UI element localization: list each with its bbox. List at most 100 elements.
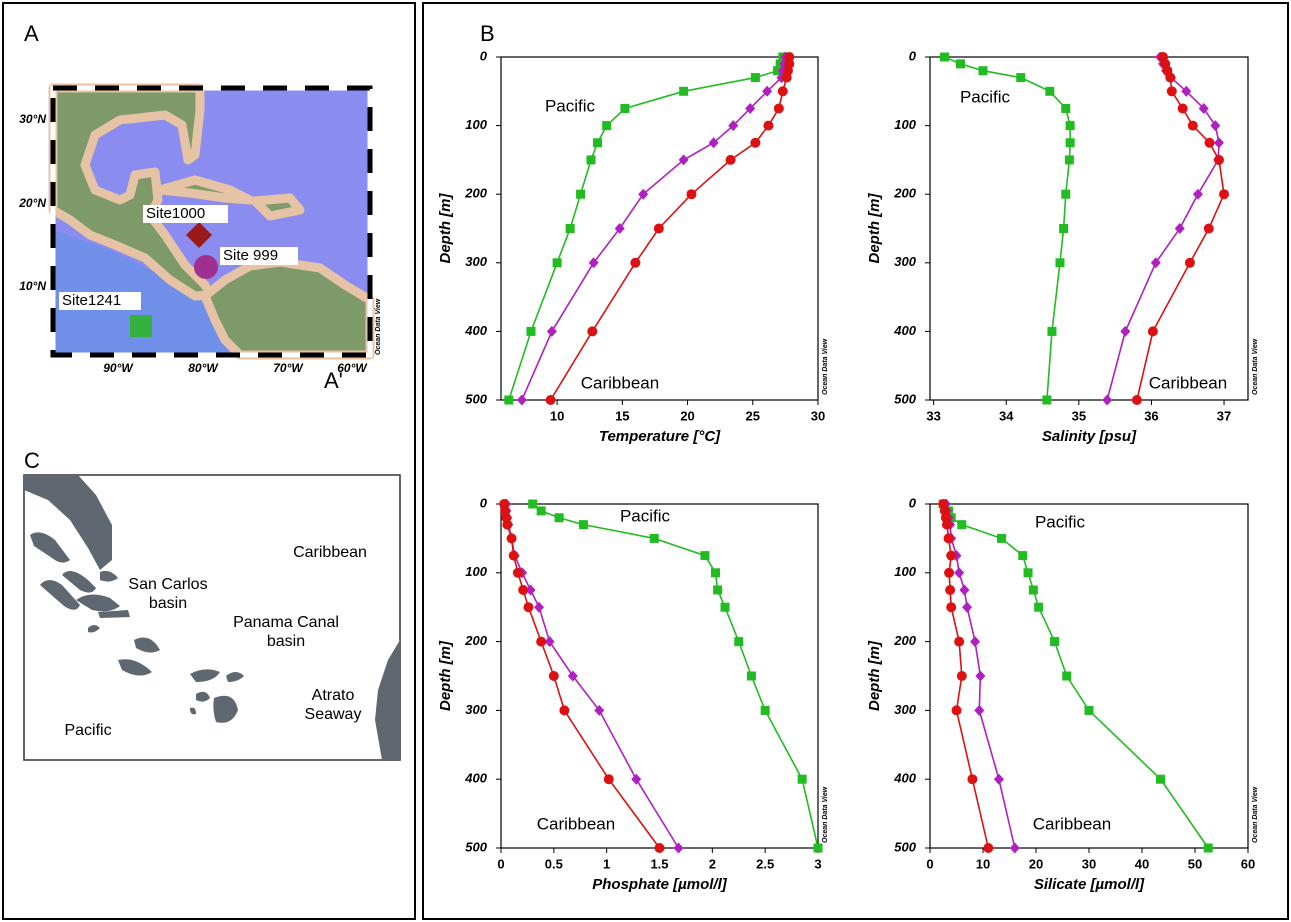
x-tick-label: 1: [603, 856, 610, 871]
data-point: [734, 637, 743, 646]
y-tick-label: 400: [893, 323, 916, 338]
data-point: [957, 671, 967, 681]
x-tick-label: 3: [814, 856, 821, 871]
y-tick-label: 300: [465, 254, 487, 269]
data-point: [1024, 568, 1033, 577]
data-point: [587, 155, 596, 164]
section-label: A': [324, 368, 343, 393]
data-point: [1061, 104, 1070, 113]
lat-label: 30°N: [19, 112, 46, 126]
site-marker: [130, 315, 152, 337]
y-tick-label: 300: [465, 702, 487, 717]
data-point: [940, 53, 949, 62]
x-tick-label: 10: [976, 856, 990, 871]
data-point: [1156, 775, 1165, 784]
data-point: [967, 774, 977, 784]
data-point: [527, 327, 536, 336]
data-point: [711, 568, 720, 577]
data-point: [1047, 327, 1056, 336]
data-point: [679, 87, 688, 96]
data-point: [1167, 86, 1177, 96]
data-point: [513, 568, 523, 578]
y-tick-label: 500: [465, 839, 487, 854]
data-point: [518, 585, 528, 595]
x-tick-label: 25: [746, 408, 760, 423]
x-tick-label: 10: [550, 408, 564, 423]
x-tick-label: 50: [1188, 856, 1202, 871]
annotation: Caribbean: [581, 373, 659, 392]
x-tick-label: 1.5: [650, 856, 668, 871]
y-tick-label: 500: [465, 391, 487, 406]
data-point: [1132, 395, 1142, 405]
y-tick-label: 0: [480, 48, 488, 63]
data-point: [650, 534, 659, 543]
x-axis-title: Temperature [°C]: [599, 428, 721, 445]
data-point: [814, 844, 823, 853]
data-point: [946, 551, 956, 561]
data-point: [604, 774, 614, 784]
watermark: Ocean Data View: [822, 338, 829, 395]
data-point: [997, 534, 1006, 543]
watermark: Ocean Data View: [1252, 338, 1259, 395]
y-tick-label: 200: [893, 186, 916, 201]
data-point: [1018, 551, 1027, 560]
data-point: [952, 705, 962, 715]
y-axis-title: Depth [m]: [437, 193, 454, 264]
data-point: [1034, 603, 1043, 612]
annotation: Caribbean: [537, 814, 615, 833]
data-point: [502, 520, 512, 530]
data-point: [1059, 224, 1068, 233]
y-tick-label: 200: [464, 186, 487, 201]
site-label: Site1000: [146, 205, 205, 222]
data-point: [654, 224, 664, 234]
lon-label: 70°W: [273, 361, 304, 375]
lat-label: 10°N: [19, 279, 46, 293]
schematic-label: Seaway: [305, 706, 362, 723]
data-point: [537, 506, 546, 515]
y-tick-label: 500: [894, 839, 916, 854]
data-point: [509, 551, 519, 561]
x-tick-label: 2: [709, 856, 716, 871]
data-point: [1178, 103, 1188, 113]
y-tick-label: 0: [909, 495, 917, 510]
x-tick-label: 20: [1029, 856, 1043, 871]
data-point: [546, 395, 556, 405]
data-point: [1066, 138, 1075, 147]
y-tick-label: 200: [464, 633, 487, 648]
map: Site1000 Site 999 Site1241 30°N 20°N 10°…: [18, 88, 382, 393]
data-point: [763, 121, 773, 131]
lat-label: 20°N: [18, 196, 46, 210]
data-point: [504, 396, 513, 405]
site-marker: [194, 255, 218, 279]
y-tick-label: 200: [893, 633, 916, 648]
data-point: [1219, 189, 1229, 199]
schematic-label: basin: [267, 633, 305, 650]
data-point: [1204, 844, 1213, 853]
data-point: [778, 86, 788, 96]
data-point: [979, 66, 988, 75]
data-point: [751, 73, 760, 82]
data-point: [747, 672, 756, 681]
data-point: [523, 602, 533, 612]
data-point: [686, 189, 696, 199]
figure: A B C Site1000 Site 999 Site1241 30°N 20…: [0, 0, 1291, 922]
x-tick-label: 30: [1082, 856, 1096, 871]
panel-letter: C: [24, 448, 40, 473]
x-tick-label: 0: [497, 856, 504, 871]
schematic-label: Caribbean: [293, 544, 367, 561]
data-point: [798, 775, 807, 784]
data-point: [774, 103, 784, 113]
data-point: [630, 258, 640, 268]
annotation: Pacific: [545, 96, 596, 115]
y-tick-label: 400: [893, 771, 916, 786]
y-axis-title: Depth [m]: [866, 640, 883, 711]
data-point: [555, 513, 564, 522]
data-point: [1148, 326, 1158, 336]
lon-label: 80°W: [188, 361, 219, 375]
data-point: [956, 59, 965, 68]
data-point: [700, 551, 709, 560]
data-point: [1065, 155, 1074, 164]
schematic: Caribbean San Carlos basin Panama Canal …: [24, 475, 400, 760]
y-axis-title: Depth [m]: [866, 193, 883, 264]
data-point: [721, 603, 730, 612]
